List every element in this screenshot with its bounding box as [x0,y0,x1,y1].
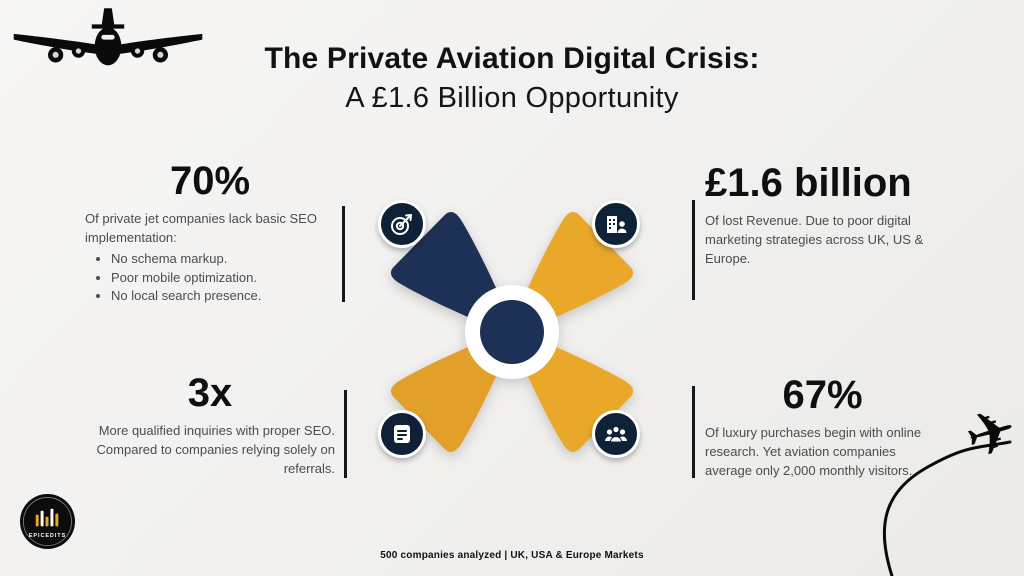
divider-line [344,390,347,478]
team-icon-glyph [605,425,627,443]
target-icon-glyph [391,214,412,235]
header: The Private Aviation Digital Crisis: A £… [0,42,1024,115]
footer-note: 500 companies analyzed | UK, USA & Europ… [380,550,644,561]
contrail-swoosh [882,440,1012,576]
logo-brand-text: EPICEDITS [29,533,66,539]
stat-lost-revenue: £1.6 billion Of lost Revenue. Due to poo… [705,162,940,269]
bullet-item: No schema markup. [111,250,335,269]
stat-description: Of luxury purchases begin with online re… [705,425,922,478]
building-person-icon [592,200,640,248]
bullet-list: No schema markup. Poor mobile optimizati… [85,250,335,307]
center-pinwheel-graphic [360,192,664,480]
bullet-item: Poor mobile optimization. [111,269,335,288]
airplane-front-icon [13,8,203,66]
stat-value: 70% [169,159,251,203]
divider-line [692,200,695,300]
stat-value: 67% [782,373,863,417]
epicedits-logo: EPICEDITS [19,493,76,550]
page-title-line2: A £1.6 Billion Opportunity [345,82,679,114]
stat-description: More qualified inquiries with proper SEO… [96,423,335,476]
divider-line [342,206,345,302]
logo-bars-icon [35,508,59,527]
stat-seo-gap: 70% Of private jet companies lack basic … [85,160,335,306]
form-document-icon [378,410,426,458]
form-document-icon-glyph [394,425,410,443]
stat-qualified-inquiries: 3x More qualified inquiries with proper … [85,372,335,479]
page-title-line1: The Private Aviation Digital Crisis: [264,42,760,75]
target-icon [378,200,426,248]
stat-online-research: 67% Of luxury purchases begin with onlin… [705,374,940,481]
building-person-icon-glyph [607,216,627,233]
stat-description: Of lost Revenue. Due to poor digital mar… [705,213,924,266]
stat-description: Of private jet companies lack basic SEO … [85,211,317,245]
stat-value: £1.6 billion [705,161,912,205]
bullet-item: No local search presence. [111,287,335,306]
stat-value: 3x [187,371,233,415]
divider-line [692,386,695,478]
team-icon [592,410,640,458]
